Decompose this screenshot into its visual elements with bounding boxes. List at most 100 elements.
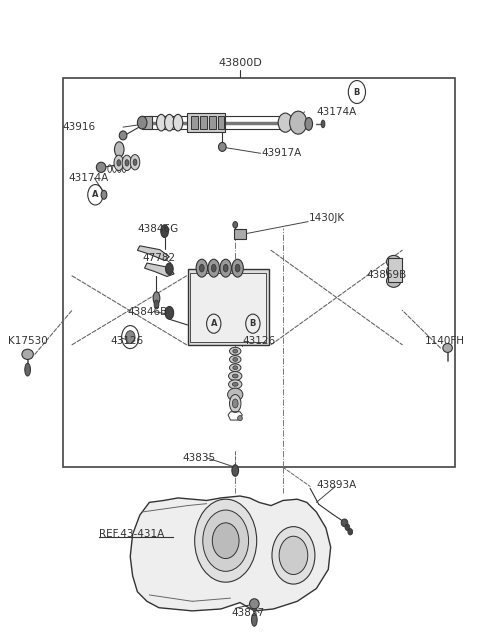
Ellipse shape <box>212 523 239 558</box>
Bar <box>209 116 216 129</box>
Ellipse shape <box>443 344 452 353</box>
Ellipse shape <box>229 394 241 412</box>
Ellipse shape <box>321 120 325 128</box>
Text: 43800D: 43800D <box>218 58 262 69</box>
Text: 43893A: 43893A <box>316 479 357 490</box>
Ellipse shape <box>196 259 207 277</box>
Text: 43174A: 43174A <box>316 107 357 117</box>
Ellipse shape <box>122 155 132 171</box>
Ellipse shape <box>252 613 257 626</box>
Ellipse shape <box>233 222 238 228</box>
Ellipse shape <box>232 399 238 408</box>
Bar <box>190 272 266 342</box>
Bar <box>187 113 225 132</box>
Text: 43174A: 43174A <box>68 173 108 183</box>
Text: 43837: 43837 <box>232 608 265 618</box>
Ellipse shape <box>220 259 231 277</box>
Ellipse shape <box>161 225 168 238</box>
Text: 1430JK: 1430JK <box>309 213 345 223</box>
Ellipse shape <box>211 264 216 272</box>
Text: B: B <box>354 88 360 97</box>
Ellipse shape <box>386 274 401 287</box>
Ellipse shape <box>22 349 34 360</box>
Ellipse shape <box>114 155 123 171</box>
Ellipse shape <box>218 142 226 151</box>
Ellipse shape <box>278 113 292 132</box>
Ellipse shape <box>195 499 257 582</box>
Ellipse shape <box>165 114 174 131</box>
Polygon shape <box>130 496 331 611</box>
Bar <box>234 229 246 239</box>
Ellipse shape <box>250 599 259 609</box>
Bar <box>188 269 269 345</box>
Ellipse shape <box>289 111 307 134</box>
Ellipse shape <box>229 364 241 372</box>
Text: 1140FH: 1140FH <box>425 337 465 346</box>
Text: A: A <box>92 190 99 199</box>
Ellipse shape <box>386 255 401 268</box>
Ellipse shape <box>199 264 204 272</box>
Ellipse shape <box>117 160 120 166</box>
Ellipse shape <box>232 259 243 277</box>
Ellipse shape <box>153 292 160 304</box>
Ellipse shape <box>125 331 135 344</box>
Ellipse shape <box>272 527 315 584</box>
Text: 43126: 43126 <box>110 336 144 346</box>
Ellipse shape <box>235 264 240 272</box>
Ellipse shape <box>233 349 238 353</box>
Ellipse shape <box>156 114 166 131</box>
Ellipse shape <box>154 300 159 309</box>
Polygon shape <box>137 246 169 260</box>
Ellipse shape <box>233 358 238 362</box>
Bar <box>192 116 198 129</box>
Text: 43869B: 43869B <box>366 270 407 279</box>
Text: 43916: 43916 <box>62 122 96 132</box>
Ellipse shape <box>166 263 173 274</box>
Text: B: B <box>250 319 256 328</box>
Ellipse shape <box>137 116 147 129</box>
Text: 43846B: 43846B <box>128 306 168 317</box>
Polygon shape <box>144 263 174 276</box>
Ellipse shape <box>203 510 249 571</box>
Bar <box>142 116 152 129</box>
Ellipse shape <box>228 380 242 389</box>
Text: 47782: 47782 <box>142 253 175 263</box>
Text: 43917A: 43917A <box>262 148 302 158</box>
Ellipse shape <box>125 160 129 166</box>
Ellipse shape <box>228 388 243 401</box>
Ellipse shape <box>341 519 348 527</box>
Ellipse shape <box>25 363 31 376</box>
Bar <box>388 258 402 282</box>
Text: 43126: 43126 <box>242 336 276 346</box>
Ellipse shape <box>223 264 228 272</box>
Ellipse shape <box>229 347 241 355</box>
Ellipse shape <box>173 114 183 131</box>
Ellipse shape <box>165 306 174 319</box>
Text: 43846G: 43846G <box>137 224 179 234</box>
Ellipse shape <box>232 465 239 476</box>
Ellipse shape <box>133 159 137 165</box>
Text: 43835: 43835 <box>183 453 216 463</box>
Ellipse shape <box>229 356 241 363</box>
Ellipse shape <box>119 131 127 140</box>
Ellipse shape <box>279 537 308 574</box>
Bar <box>63 78 455 467</box>
Ellipse shape <box>208 259 219 277</box>
Ellipse shape <box>130 154 140 170</box>
Bar <box>217 116 224 129</box>
Ellipse shape <box>115 142 124 157</box>
Bar <box>200 116 206 129</box>
Ellipse shape <box>345 524 350 531</box>
Ellipse shape <box>232 374 238 378</box>
Ellipse shape <box>238 415 242 420</box>
Ellipse shape <box>348 529 353 535</box>
Ellipse shape <box>305 117 312 130</box>
Text: A: A <box>211 319 217 328</box>
Ellipse shape <box>386 265 401 278</box>
Ellipse shape <box>228 372 242 381</box>
Ellipse shape <box>232 383 238 387</box>
Text: REF.43-431A: REF.43-431A <box>99 529 165 539</box>
Ellipse shape <box>96 162 106 172</box>
Text: K17530: K17530 <box>8 337 48 346</box>
Ellipse shape <box>233 366 238 370</box>
